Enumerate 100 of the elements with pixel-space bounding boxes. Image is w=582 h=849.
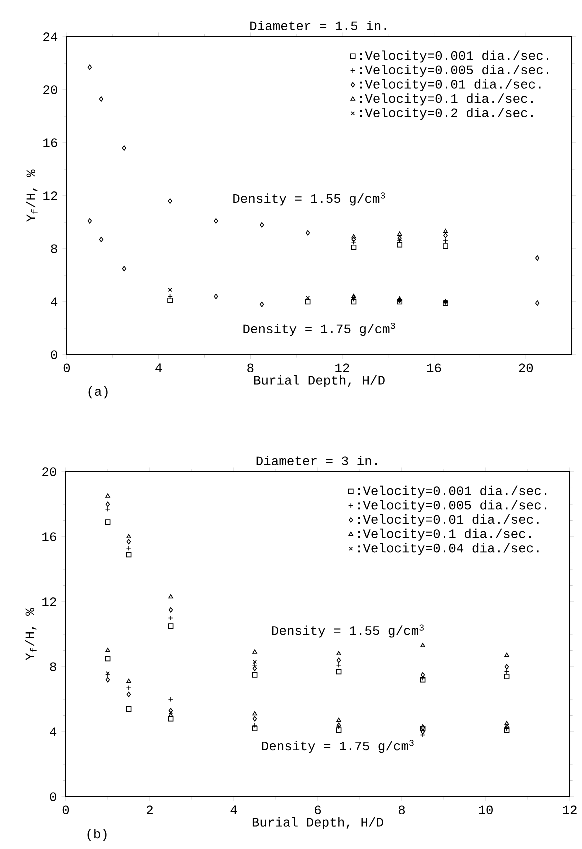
point	[397, 232, 402, 236]
legend-label: :Velocity=0.04 dia./sec.	[358, 543, 539, 556]
point	[126, 539, 132, 545]
point	[504, 664, 510, 670]
point	[252, 711, 258, 716]
point	[420, 728, 426, 732]
y-axis-title: Y$_{f}$/H, %	[26, 170, 38, 222]
point	[168, 607, 174, 613]
point	[105, 520, 111, 526]
y-axis-title: Y$_{f}$/H, %	[25, 608, 37, 661]
point	[504, 724, 510, 730]
y-tick-label: 0	[50, 792, 56, 802]
y-tick-label: 4	[50, 728, 57, 736]
legend-label: :Velocity=0.1 dia./sec.	[360, 94, 533, 106]
y-tick-label: 12	[42, 598, 56, 606]
x-tick-label: 20	[519, 364, 534, 373]
point	[168, 708, 174, 714]
legend-label: :Velocity=0.2 dia./sec.	[360, 108, 533, 120]
point	[260, 302, 264, 308]
point	[535, 256, 540, 261]
point	[351, 299, 357, 305]
x-tick-label: 16	[427, 364, 442, 373]
point	[168, 624, 174, 630]
annotation: Density = 1.55 g/cm$^{3}$	[234, 192, 386, 206]
x-axis-title: Burial Depth, H/D	[254, 375, 385, 388]
y-tick-label: 24	[44, 32, 58, 42]
point	[352, 234, 356, 239]
point	[126, 678, 132, 684]
point	[420, 672, 426, 678]
annotation: Density = 1.75 g/cm$^{3}$	[244, 323, 396, 336]
point	[504, 652, 510, 658]
y-tick-label: 0	[51, 350, 58, 360]
point	[504, 674, 510, 680]
y-tick-label: 16	[42, 532, 56, 542]
point	[443, 244, 448, 250]
x-axis-title: Burial Depth, H/D	[252, 817, 384, 830]
y-tick-label: 16	[44, 138, 58, 148]
legend-label: :Velocity=0.01 dia./sec.	[360, 79, 541, 92]
x-tick-label: 12	[336, 364, 350, 372]
point	[504, 721, 510, 726]
point	[252, 672, 258, 678]
x-tick-label: 0	[62, 806, 70, 815]
point	[168, 716, 174, 722]
point	[420, 729, 426, 735]
point	[306, 230, 310, 236]
point	[420, 643, 426, 648]
point	[352, 237, 356, 242]
point	[168, 288, 172, 292]
point	[214, 218, 218, 224]
legend-label: :Velocity=0.001 dia./sec.	[360, 50, 548, 63]
x-tick-label: 8	[398, 806, 406, 815]
text: (b)	[88, 829, 107, 842]
point	[122, 266, 127, 272]
y-tick-label: 20	[44, 86, 58, 94]
point	[88, 64, 92, 70]
point	[252, 666, 258, 672]
x-tick-label: 8	[248, 364, 254, 373]
x-tick-label: 12	[563, 806, 577, 814]
point	[252, 716, 258, 722]
point	[214, 294, 218, 300]
chart-title: Diameter = 1.5 in.	[250, 20, 386, 30]
point	[305, 299, 311, 305]
legend-label: :Velocity=0.001 dia./sec.	[358, 486, 547, 498]
point	[504, 728, 510, 734]
point	[168, 594, 174, 599]
point	[336, 728, 342, 734]
y-tick-label: 8	[50, 662, 56, 672]
point	[99, 96, 104, 102]
y-tick-label: 12	[44, 192, 58, 200]
point	[168, 298, 173, 304]
point	[252, 650, 258, 654]
x-tick-label: 0	[64, 364, 70, 373]
legend-label: :Velocity=0.01 dia./sec.	[358, 514, 539, 527]
point	[168, 710, 174, 715]
legend-label: :Velocity=0.005 dia./sec.	[358, 500, 547, 512]
point	[105, 656, 111, 662]
point	[168, 713, 174, 718]
x-tick-label: 2	[147, 806, 153, 814]
point	[420, 726, 426, 732]
point	[351, 244, 357, 250]
point	[397, 242, 403, 248]
point	[444, 233, 448, 238]
point	[122, 146, 127, 151]
point	[99, 237, 104, 242]
point	[126, 706, 132, 712]
point	[88, 218, 92, 224]
point	[336, 718, 342, 722]
point	[336, 651, 342, 656]
legend-label: :Velocity=0.1 dia./sec.	[358, 528, 531, 541]
annotation: Density = 1.75 g/cm$^{3}$	[262, 740, 414, 754]
legend-label: :Velocity=0.005 dia./sec.	[360, 65, 548, 78]
point	[336, 658, 342, 664]
y-tick-label: 8	[51, 244, 58, 254]
point	[168, 198, 172, 204]
point	[336, 669, 342, 675]
y-tick-label: 20	[42, 468, 56, 476]
x-tick-label: 4	[230, 806, 238, 814]
chart-title: Diameter = 3 in.	[256, 456, 378, 466]
point	[443, 229, 448, 234]
point	[252, 726, 258, 732]
